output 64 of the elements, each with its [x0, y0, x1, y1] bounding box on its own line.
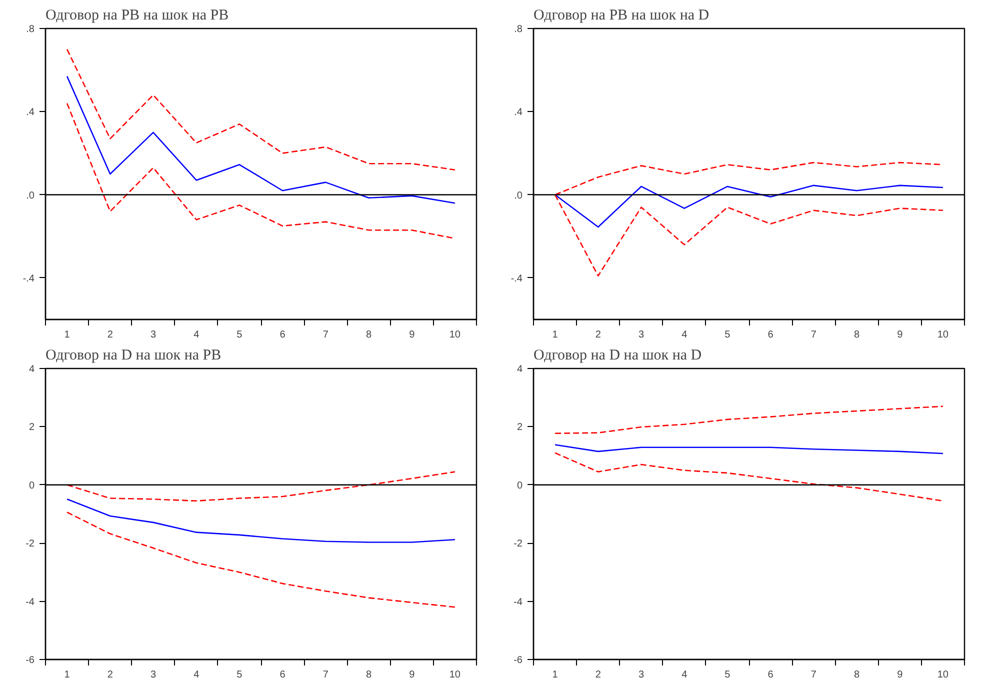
x-tick-label: 9 [897, 670, 904, 680]
y-tick-label: -.4 [22, 273, 35, 284]
x-tick-label: 9 [409, 670, 416, 680]
x-tick-label: 1 [552, 670, 558, 680]
y-tick-label: -6 [26, 655, 35, 666]
x-tick-label: 9 [409, 330, 416, 340]
x-tick-label: 6 [280, 670, 286, 680]
x-tick-label: 2 [595, 330, 602, 340]
y-tick-label: -2 [26, 538, 35, 550]
y-tick-label: 4 [28, 364, 35, 375]
y-tick-label: .0 [26, 190, 35, 202]
y-tick-label: .4 [26, 107, 35, 118]
x-tick-label: 6 [768, 330, 774, 340]
x-tick-label: 6 [280, 330, 286, 340]
y-tick-label: .0 [514, 190, 523, 202]
y-tick-label: 2 [28, 422, 35, 434]
x-tick-label: 3 [150, 670, 156, 680]
x-tick-label: 10 [449, 670, 461, 680]
x-tick-label: 2 [595, 670, 602, 680]
x-tick-label: 5 [236, 330, 243, 340]
y-tick-label: -4 [514, 596, 523, 608]
x-tick-label: 8 [854, 330, 860, 340]
x-tick-label: 2 [107, 330, 114, 340]
x-tick-label: 5 [724, 670, 731, 680]
x-tick-label: 4 [682, 330, 688, 340]
x-tick-label: 5 [724, 330, 731, 340]
y-tick-label: 2 [516, 422, 523, 434]
x-tick-label: 1 [552, 330, 558, 340]
x-tick-label: 1 [64, 670, 70, 680]
y-tick-label: 0 [516, 480, 523, 492]
y-tick-label: .8 [514, 24, 523, 35]
x-tick-label: 4 [682, 670, 688, 680]
x-tick-label: 3 [638, 330, 644, 340]
x-tick-label: 9 [897, 330, 904, 340]
x-tick-label: 6 [768, 670, 774, 680]
x-tick-label: 3 [150, 330, 156, 340]
y-tick-label: 0 [28, 480, 35, 492]
x-tick-label: 7 [810, 330, 817, 340]
x-tick-label: 8 [366, 670, 372, 680]
x-tick-label: 10 [449, 330, 461, 340]
x-tick-label: 5 [236, 670, 243, 680]
y-tick-label: .8 [26, 24, 35, 35]
chart-title: Одговор на D на шок на D [534, 348, 702, 364]
x-tick-label: 8 [366, 330, 372, 340]
chart-title: Одговор на PB на шок на PB [46, 8, 229, 24]
x-tick-label: 3 [638, 670, 644, 680]
y-tick-label: -6 [514, 655, 523, 666]
y-tick-label: -.4 [510, 273, 523, 284]
x-tick-label: 8 [854, 670, 860, 680]
x-tick-label: 7 [810, 670, 817, 680]
x-tick-label: 10 [937, 330, 949, 340]
y-tick-label: 4 [516, 364, 523, 375]
y-tick-label: -2 [514, 538, 523, 550]
x-tick-label: 7 [322, 670, 329, 680]
x-tick-label: 4 [194, 670, 200, 680]
x-tick-label: 4 [194, 330, 200, 340]
x-tick-label: 7 [322, 330, 329, 340]
x-tick-label: 2 [107, 670, 114, 680]
y-tick-label: -4 [26, 596, 35, 608]
y-tick-label: .4 [514, 107, 523, 118]
chart-title: Одговор на D на шок на PB [46, 348, 222, 364]
chart-title: Одговор на PB на шок на D [534, 8, 710, 24]
x-tick-label: 1 [64, 330, 70, 340]
x-tick-label: 10 [937, 670, 949, 680]
